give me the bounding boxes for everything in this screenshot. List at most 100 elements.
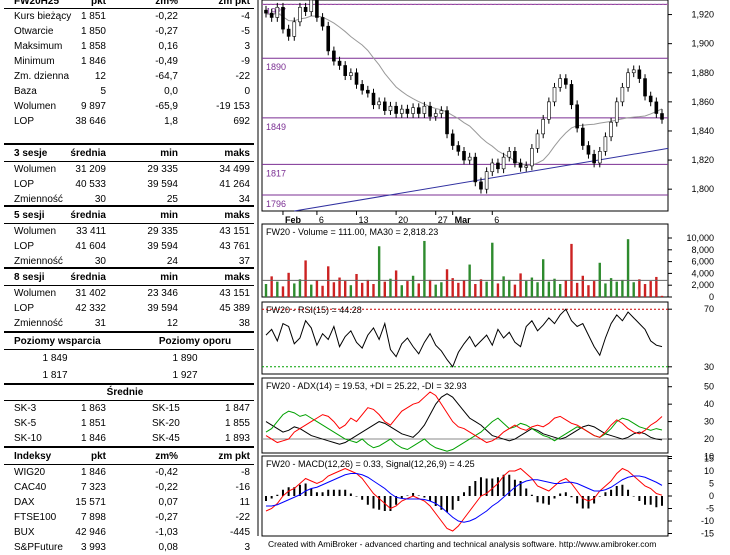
macd-histogram-bar (304, 483, 307, 496)
row-value: -64,7 (155, 71, 178, 82)
y-tick-label: 15 (704, 454, 714, 464)
divider (4, 349, 254, 350)
row-value: 0,0 (164, 86, 178, 97)
row-value: 33 411 (76, 226, 106, 237)
index-row: S&PFuture 3 993 0,08 3 (0, 540, 256, 555)
row-label: Kurs bieżący (14, 11, 72, 22)
volume-bar (264, 284, 268, 297)
row-value: -65,9 (155, 101, 178, 112)
row-label: Zmienność (14, 318, 63, 329)
macd-histogram-bar (649, 496, 652, 505)
macd-histogram-bar (598, 496, 601, 497)
volume-bar (315, 280, 319, 297)
macd-histogram-bar (655, 496, 658, 508)
row-label: Wolumen (14, 226, 57, 237)
table-row: Baza 5 0,0 0 (0, 84, 256, 99)
x-tick-label: 13 (359, 215, 369, 225)
macd-histogram-bar (581, 496, 584, 509)
x-tick-label: Feb (285, 215, 302, 225)
row-value: 34 (238, 194, 250, 205)
candle-body (660, 113, 664, 120)
session-title: 8 sesji (14, 272, 45, 283)
candle-body (337, 60, 342, 66)
candle-body (309, 0, 314, 12)
row-value: 38 646 (75, 116, 106, 127)
average-value: 1 846 (80, 433, 106, 444)
index-row: BUX 42 946 -1,03 -445 (0, 525, 256, 540)
macd-histogram-bar (327, 489, 330, 496)
y-tick-label: -10 (701, 516, 714, 526)
index-row: FTSE100 7 898 -0,27 -22 (0, 510, 256, 525)
column-header: średnia (70, 148, 106, 159)
row-value: 12 (166, 318, 178, 329)
table-row: Zm. dzienna 12 -64,7 -22 (0, 69, 256, 84)
volume-bar (276, 281, 279, 297)
section-divider (4, 383, 254, 385)
y-tick-label: -15 (701, 529, 714, 539)
y-tick-label: 70 (704, 304, 714, 314)
index-value: 7 898 (80, 512, 106, 523)
y-tick-label: 1,800 (691, 184, 714, 194)
divider (4, 8, 254, 9)
macd-histogram-bar (395, 496, 398, 505)
volume-bar (581, 275, 584, 297)
row-label: Minimum (14, 56, 55, 67)
row-value: 24 (166, 256, 178, 267)
average-value: 1 855 (224, 418, 250, 429)
volume-bar (564, 280, 568, 297)
volume-bar (355, 273, 358, 297)
macd-histogram-bar (355, 496, 358, 497)
volume-bar (327, 266, 330, 297)
instrument-name: FW20H25 (14, 0, 60, 7)
row-value: 39 594 (147, 241, 178, 252)
candle-body (524, 165, 529, 168)
volume-bar (440, 282, 443, 297)
candle-body (643, 78, 647, 97)
adx-title: FW20 - ADX(14) = 19.53, +DI = 25.22, -DI… (266, 381, 467, 391)
y-tick-label: 2,000 (691, 280, 714, 290)
volume-bar (400, 285, 403, 297)
volume-bar (394, 270, 398, 297)
candle-body (416, 107, 421, 114)
volume-bar (513, 284, 517, 297)
volume-bar (423, 240, 426, 297)
volume-bar (558, 284, 562, 297)
adx-series-line (265, 391, 663, 444)
candle-body (490, 162, 495, 173)
volume-bar (310, 284, 313, 297)
macd-title: FW20 - MACD(12,26) = 0.33, Signal(12,26,… (266, 459, 475, 469)
y-tick-label: 1,920 (691, 10, 714, 20)
candle-body (377, 101, 381, 106)
candle-body (303, 6, 308, 12)
candle-body (275, 6, 280, 18)
row-value: 29 335 (147, 226, 178, 237)
macd-histogram-bar (474, 481, 477, 496)
column-header: min (160, 210, 178, 221)
row-value: 29 335 (147, 164, 178, 175)
volume-bar (293, 283, 296, 297)
volume-bar (542, 259, 545, 297)
row-value: 5 (100, 86, 106, 97)
row-value: 23 346 (147, 288, 178, 299)
x-tick-label: Mar (455, 215, 472, 225)
row-label: Baza (14, 86, 37, 97)
candle-body (620, 87, 625, 103)
volume-bar (332, 282, 336, 297)
macd-histogram-bar (298, 484, 301, 496)
candle-body (394, 105, 398, 114)
candle-body (518, 162, 523, 168)
row-label: LOP (14, 179, 35, 190)
volume-bar (298, 279, 302, 297)
candle-body (552, 87, 557, 103)
volume-bar (491, 242, 494, 297)
row-value: 1 846 (80, 56, 106, 67)
macd-histogram-bar (621, 484, 624, 496)
averages-row: SK-10 1 846 SK-45 1 893 (0, 431, 256, 446)
row-value: -4 (241, 11, 250, 22)
average-label: SK-10 (14, 433, 42, 444)
macd-histogram-bar (553, 496, 556, 499)
volume-bar (474, 284, 477, 297)
index-row: WIG20 1 846 -0,42 -8 (0, 465, 256, 480)
divider (4, 223, 254, 224)
macd-histogram-bar (321, 492, 324, 496)
